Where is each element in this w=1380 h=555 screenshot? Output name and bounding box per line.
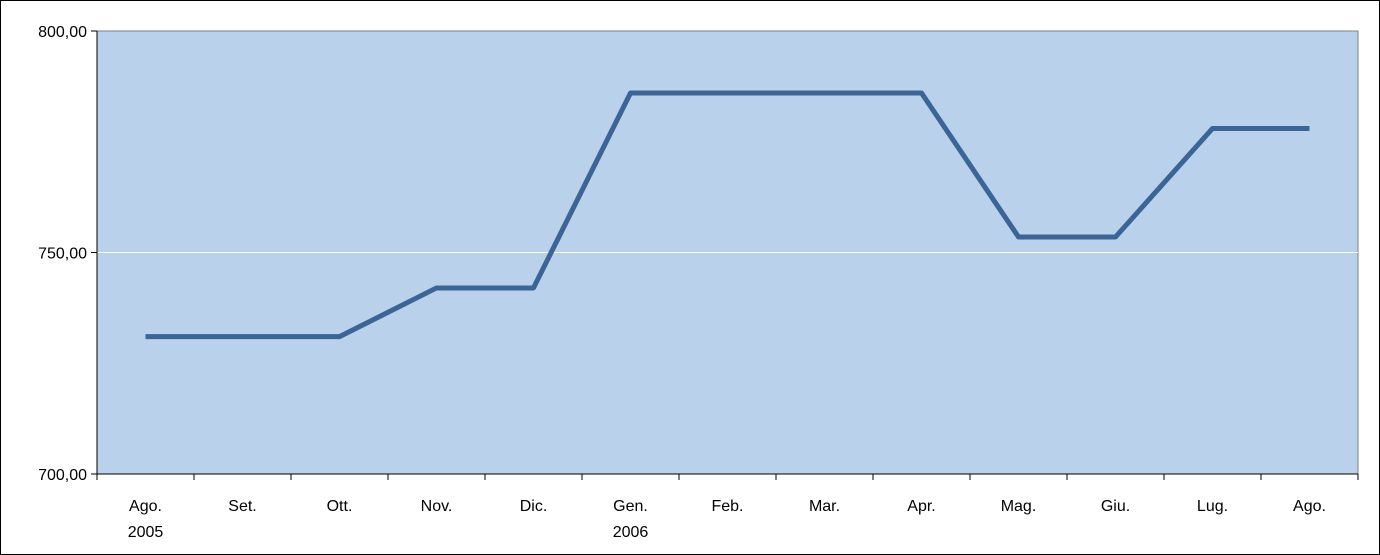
x-tick-label: Dic. bbox=[520, 498, 548, 515]
x-tick-label: Set. bbox=[228, 498, 256, 515]
x-tick-label: Giu. bbox=[1101, 498, 1130, 515]
data-line bbox=[145, 90, 1310, 340]
x-tick-label: Feb. bbox=[711, 498, 743, 515]
x-tick-label: Nov. bbox=[421, 498, 453, 515]
x-tick-label: Ott. bbox=[327, 498, 353, 515]
x-tick-label: Ago. bbox=[1293, 498, 1326, 515]
x-tick-label: Gen. 2006 bbox=[613, 498, 649, 541]
x-tick-label: Apr. bbox=[907, 498, 935, 515]
x-tick-label: Ago. 2005 bbox=[128, 498, 164, 541]
y-tick-label: 700,00 bbox=[38, 467, 87, 484]
x-tick-label: Lug. bbox=[1197, 498, 1228, 515]
y-tick-label: 750,00 bbox=[38, 246, 87, 263]
x-tick-label: Mar. bbox=[809, 498, 840, 515]
x-tick-label: Mag. bbox=[1001, 498, 1037, 515]
y-tick-label: 800,00 bbox=[38, 24, 87, 41]
